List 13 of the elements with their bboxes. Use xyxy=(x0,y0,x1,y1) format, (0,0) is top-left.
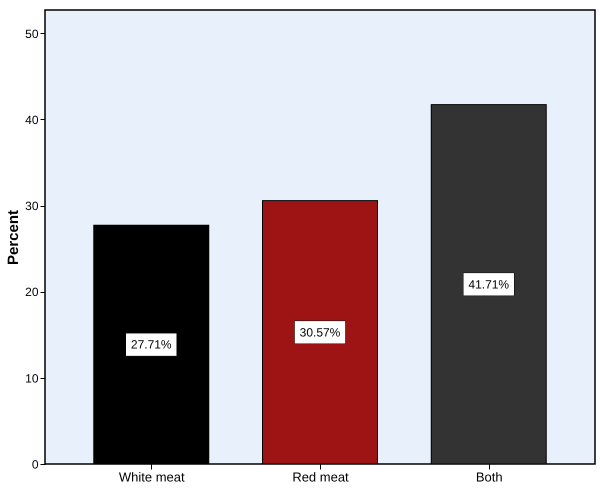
x-tick-label: Red meat xyxy=(292,470,350,484)
x-tick-label: White meat xyxy=(118,470,186,484)
y-tick-label: 10 xyxy=(25,371,39,386)
data-label: 30.57% xyxy=(300,325,341,340)
y-tick-label: 20 xyxy=(25,285,39,300)
y-tick-label: 0 xyxy=(32,458,39,472)
y-tick-label: 50 xyxy=(25,26,39,41)
y-tick-label: 30 xyxy=(25,199,39,214)
data-label: 27.71% xyxy=(130,338,172,352)
x-tick-label: Both xyxy=(476,470,503,484)
data-label: 41.71% xyxy=(468,277,510,292)
y-axis-title: Percent xyxy=(5,210,22,266)
y-tick-label: 40 xyxy=(25,112,39,127)
